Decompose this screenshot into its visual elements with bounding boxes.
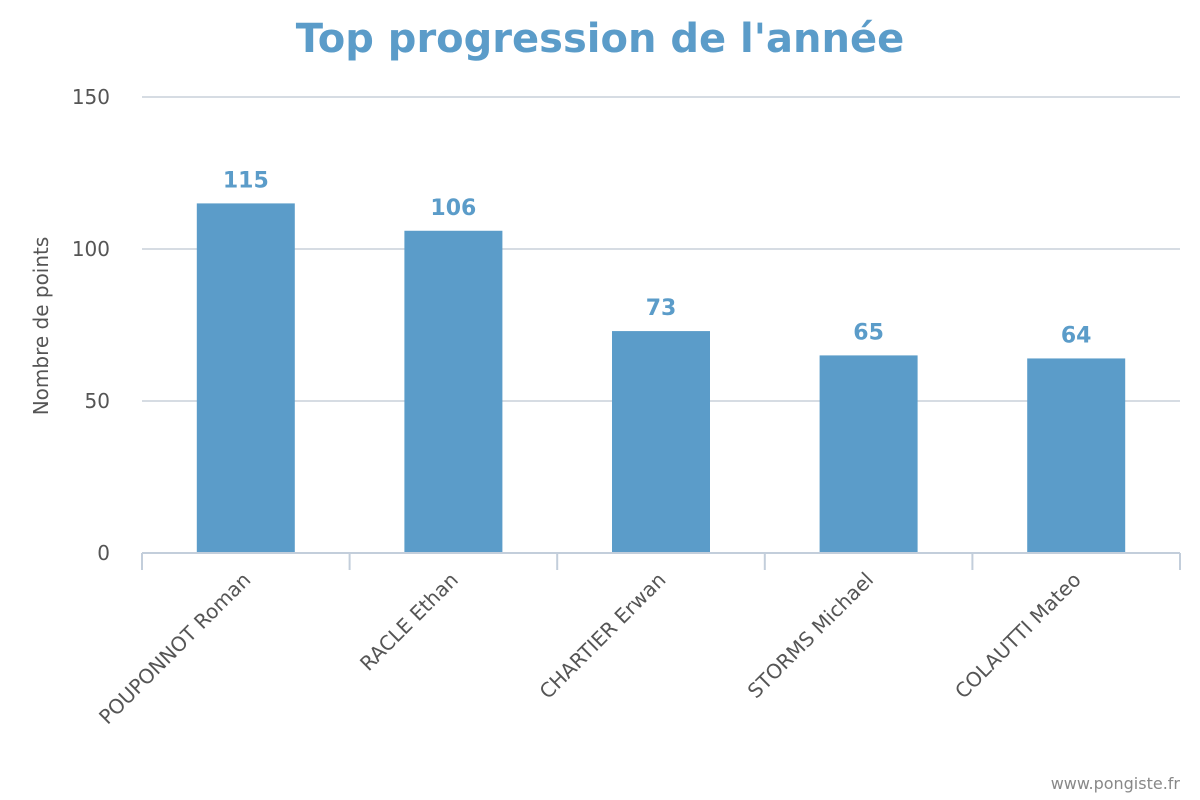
x-tick-label: POUPONNOT Roman (94, 568, 255, 729)
data-label: 106 (430, 196, 476, 221)
bar[interactable] (1027, 358, 1126, 553)
y-tick-label: 50 (85, 389, 110, 413)
credit-text[interactable]: www.pongiste.fr (1051, 774, 1181, 793)
bar[interactable] (404, 230, 503, 553)
y-tick-label: 150 (72, 85, 110, 109)
y-axis-title: Nombre de points (29, 237, 53, 416)
y-tick-label: 100 (72, 237, 110, 261)
x-tick-label: RACLE Ethan (355, 568, 463, 676)
data-label: 65 (853, 320, 884, 345)
bar[interactable] (819, 355, 918, 553)
x-tick-label: CHARTIER Erwan (535, 568, 671, 704)
bar[interactable] (196, 203, 295, 553)
bar[interactable] (612, 331, 710, 553)
data-label: 73 (646, 296, 677, 321)
bars (196, 203, 1126, 553)
data-label: 115 (223, 168, 269, 193)
y-tick-label: 0 (97, 541, 110, 565)
x-tick-label: STORMS Michael (743, 568, 878, 703)
x-axis (141, 552, 1181, 570)
x-tick-label: COLAUTTI Mateo (950, 568, 1086, 704)
data-label: 64 (1061, 323, 1092, 348)
chart-title: Top progression de l'année (296, 16, 904, 62)
